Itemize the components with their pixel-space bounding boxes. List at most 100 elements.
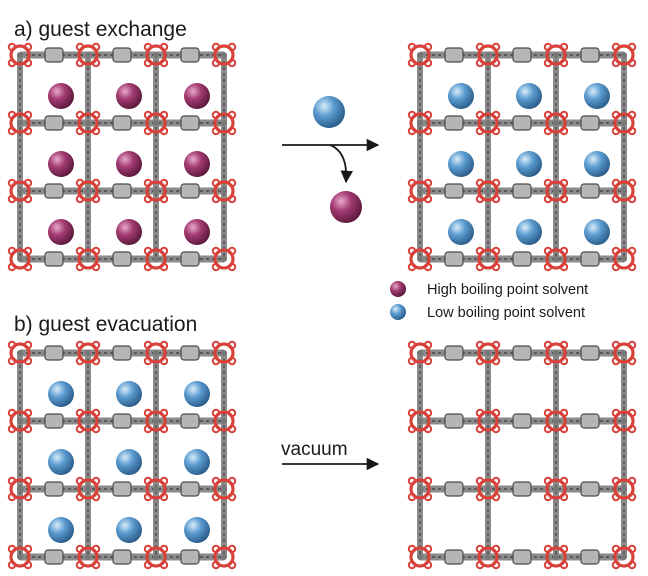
node-oxygen	[407, 126, 417, 136]
node-oxygen	[611, 178, 621, 188]
low-boiling-guest	[584, 151, 610, 177]
node-oxygen	[75, 246, 85, 256]
node-ring	[213, 44, 235, 66]
node-center	[17, 554, 23, 560]
node-ring	[613, 44, 635, 66]
aromatic-ring	[112, 413, 132, 429]
node-oxygen	[7, 42, 17, 52]
node-oxygen	[543, 126, 553, 136]
node-oxygen	[159, 42, 169, 52]
metal-node	[475, 544, 501, 570]
node-oxygen	[543, 262, 553, 272]
node-center	[85, 120, 91, 126]
node-oxygen	[227, 178, 237, 188]
aromatic-ring	[580, 481, 600, 497]
aromatic-ring	[112, 47, 132, 63]
node-oxygen	[23, 560, 33, 570]
node-center	[485, 350, 491, 356]
node-ring	[9, 410, 31, 432]
node-oxygen	[491, 408, 501, 418]
node-oxygen	[491, 110, 501, 120]
metal-node	[475, 42, 501, 68]
node-ring	[145, 180, 167, 202]
node-oxygen	[611, 340, 621, 350]
node-oxygen	[75, 408, 85, 418]
node-ring	[145, 112, 167, 134]
node-oxygen	[159, 560, 169, 570]
node-oxygen	[423, 544, 433, 554]
node-center	[417, 418, 423, 424]
node-oxygen	[491, 126, 501, 136]
node-oxygen	[7, 110, 17, 120]
metal-node	[475, 246, 501, 272]
node-oxygen	[559, 560, 569, 570]
high-boiling-guest	[184, 219, 210, 245]
aromatic-ring	[444, 413, 464, 429]
low-boiling-guest	[116, 449, 142, 475]
node-oxygen	[75, 42, 85, 52]
node-center	[621, 418, 627, 424]
node-oxygen	[75, 262, 85, 272]
aromatic-ring	[580, 345, 600, 361]
high-boiling-guest	[184, 83, 210, 109]
node-oxygen	[475, 194, 485, 204]
aromatic-ring	[44, 47, 64, 63]
aromatic-ring	[512, 413, 532, 429]
node-oxygen	[611, 194, 621, 204]
low-boiling-guest	[584, 83, 610, 109]
node-oxygen	[627, 58, 637, 68]
linker-group	[417, 47, 627, 267]
node-oxygen	[491, 492, 501, 502]
node-oxygen	[75, 340, 85, 350]
node-oxygen	[227, 246, 237, 256]
node-center	[85, 486, 91, 492]
metal-node	[211, 110, 237, 136]
node-oxygen	[227, 126, 237, 136]
aromatic-ring	[180, 47, 200, 63]
node-oxygen	[143, 476, 153, 486]
node-oxygen	[543, 408, 553, 418]
aromatic-ring	[580, 251, 600, 267]
node-oxygen	[75, 560, 85, 570]
node-oxygen	[423, 262, 433, 272]
node-oxygen	[159, 110, 169, 120]
node-oxygen	[559, 246, 569, 256]
node-oxygen	[211, 58, 221, 68]
node-oxygen	[627, 110, 637, 120]
node-center	[153, 256, 159, 262]
node-oxygen	[91, 110, 101, 120]
legend-item-high-boiling: High boiling point solvent	[390, 281, 588, 298]
metal-node	[543, 476, 569, 502]
node-oxygen	[475, 424, 485, 434]
node-center	[417, 188, 423, 194]
node-oxygen	[475, 340, 485, 350]
node-oxygen	[559, 262, 569, 272]
node-center	[485, 418, 491, 424]
node-ring	[213, 112, 235, 134]
node-oxygen	[491, 178, 501, 188]
node-oxygen	[7, 476, 17, 486]
node-oxygen	[159, 544, 169, 554]
node-ring	[409, 180, 431, 202]
node-center	[417, 52, 423, 58]
node-oxygen	[611, 356, 621, 366]
node-oxygen	[143, 194, 153, 204]
metal-node	[75, 408, 101, 434]
metal-node	[611, 408, 637, 434]
node-ring	[9, 478, 31, 500]
node-oxygen	[23, 262, 33, 272]
metal-node	[75, 476, 101, 502]
node-ring	[145, 44, 167, 66]
node-center	[221, 256, 227, 262]
metal-node	[475, 476, 501, 502]
node-center	[153, 486, 159, 492]
node-oxygen	[491, 194, 501, 204]
metal-node	[143, 42, 169, 68]
aromatic-ring	[444, 481, 464, 497]
legend-low-label: Low boiling point solvent	[427, 305, 585, 321]
node-oxygen	[559, 340, 569, 350]
node-oxygen	[211, 262, 221, 272]
node-oxygen	[475, 408, 485, 418]
node-oxygen	[627, 194, 637, 204]
metal-node	[211, 408, 237, 434]
